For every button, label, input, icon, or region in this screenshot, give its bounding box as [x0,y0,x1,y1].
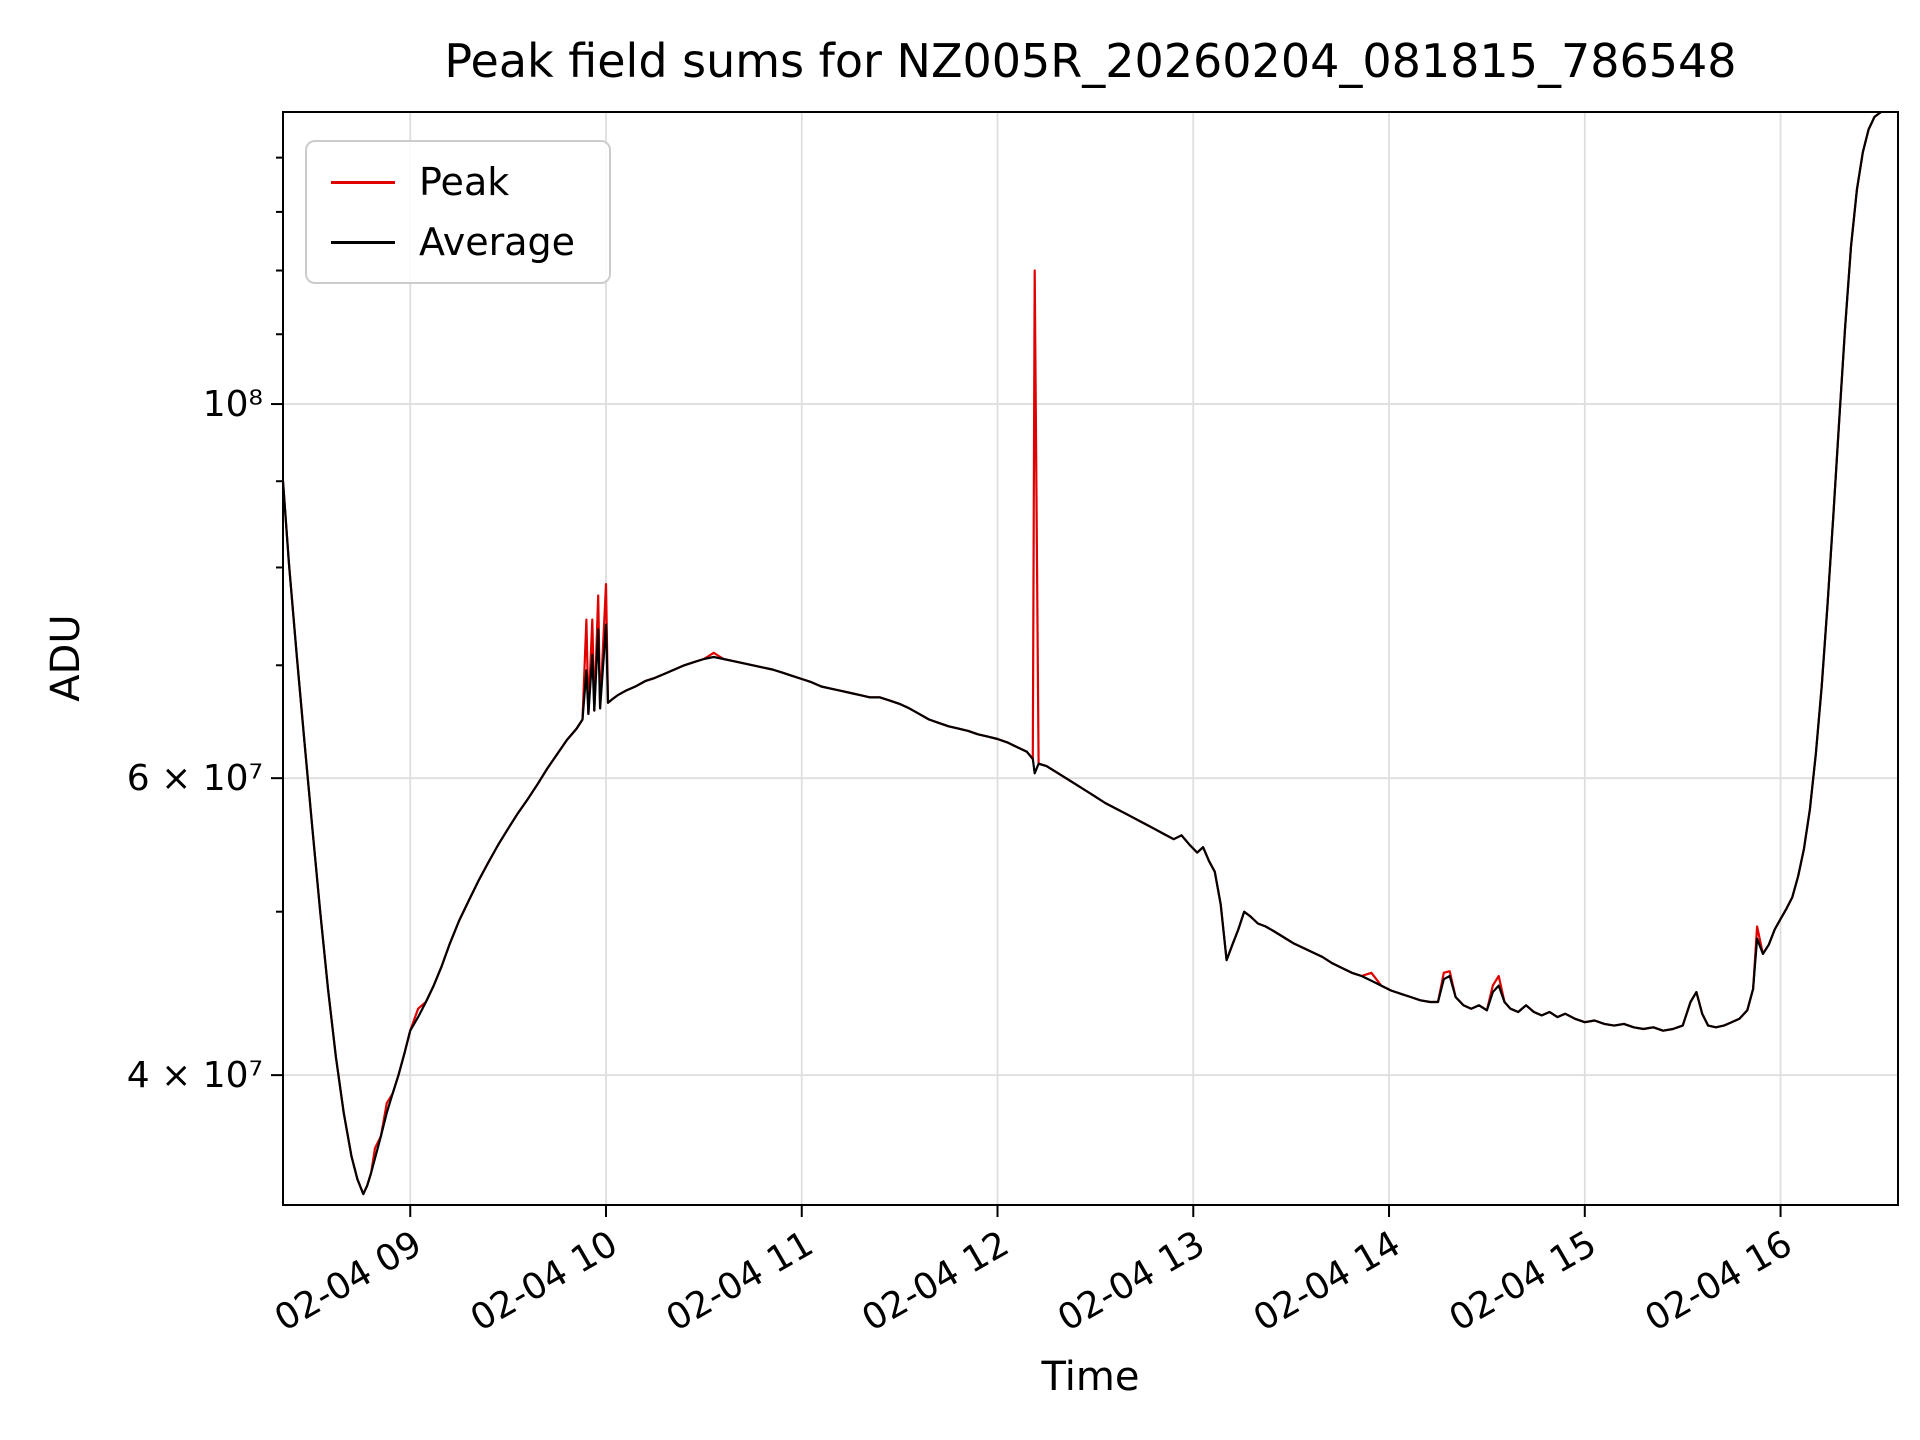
y-tick-label: 4 × 10⁷ [127,1055,263,1096]
series-lines [283,112,1883,1196]
x-tick-label: 02-04 11 [660,1223,821,1339]
x-tick-label: 02-04 14 [1247,1223,1408,1339]
tick-labels: 02-04 09 02-04 10 02-04 11 02-04 12 02-04 13… [127,384,1799,1340]
peak-line-swatch-icon [331,180,395,184]
x-tick-label: 02-04 09 [268,1223,429,1339]
average-line-swatch-icon [331,240,395,244]
x-tick-label: 02-04 15 [1443,1223,1604,1339]
y-axis-label: ADU [43,614,89,702]
x-tick-label: 02-04 10 [464,1223,625,1339]
x-tick-label: 02-04 12 [855,1223,1016,1339]
legend: Peak Average [305,140,612,284]
legend-label-peak: Peak [419,160,510,204]
x-tick-label: 02-04 16 [1638,1223,1799,1339]
x-axis-label: Time [1041,1354,1140,1400]
axis-ticks [271,156,1782,1217]
plot-border [282,111,1899,1206]
y-tick-label: 10⁸ [203,384,263,425]
series-line-average [283,112,1883,1196]
legend-label-average: Average [419,220,576,264]
y-tick-label: 6 × 10⁷ [127,758,263,799]
x-tick-label: 02-04 13 [1051,1223,1212,1339]
legend-item-peak: Peak [331,160,575,204]
legend-item-average: Average [331,220,575,264]
chart-title: Peak field sums for NZ005R_20260204_0818… [444,34,1737,88]
